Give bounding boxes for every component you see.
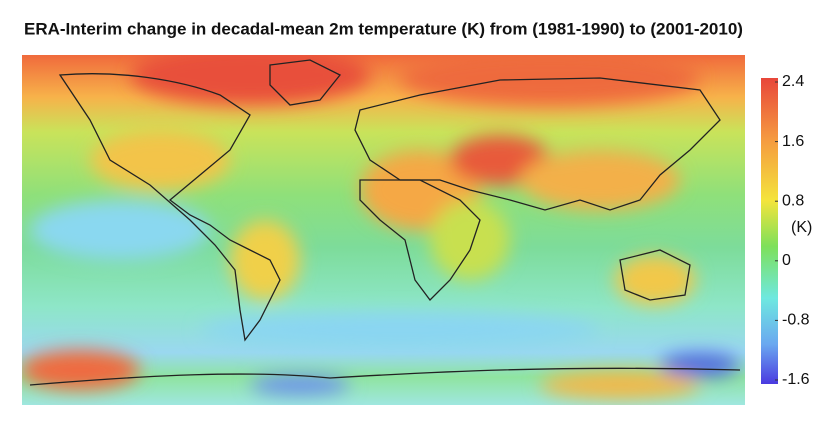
map-title: ERA-Interim change in decadal-mean 2m te… <box>24 19 743 38</box>
colorbar-tick-label: -0.8 <box>782 312 810 329</box>
colorbar-label: (K) <box>791 219 812 236</box>
colorbar-tick-label: -1.6 <box>782 371 810 388</box>
temperature-map <box>22 55 745 405</box>
colorbar-tick-label: 0.8 <box>782 192 804 209</box>
colorbar-tick-label: 1.6 <box>782 133 804 150</box>
coastlines <box>29 59 741 386</box>
colorbar-gradient <box>761 78 778 384</box>
colorbar-tick-label: 2.4 <box>782 73 804 90</box>
colorbar-tick-label: 0 <box>782 252 791 269</box>
